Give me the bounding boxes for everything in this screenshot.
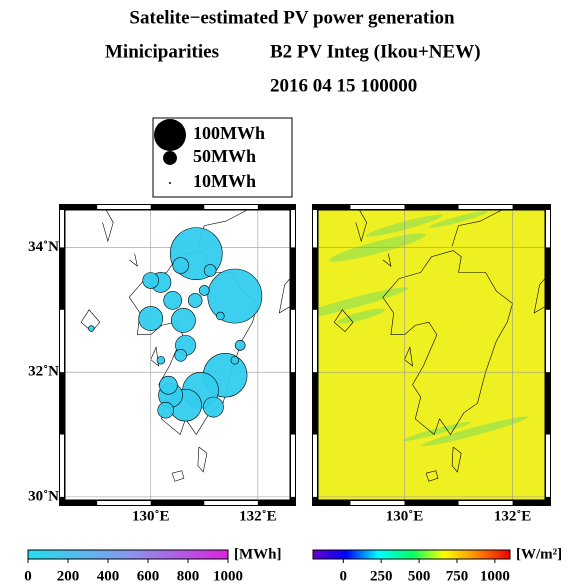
colorbar-tick-label: 0 bbox=[340, 568, 348, 584]
colorbar-tick-label: 800 bbox=[177, 568, 200, 584]
cloud-streak bbox=[337, 308, 386, 324]
frame-inner bbox=[317, 209, 546, 501]
bubble bbox=[88, 325, 95, 332]
coastline bbox=[382, 253, 392, 267]
x-tick-label: 132˚E bbox=[494, 508, 532, 524]
timestamp: 2016 04 15 100000 bbox=[270, 75, 417, 96]
bubble bbox=[156, 356, 166, 365]
coastline bbox=[333, 309, 354, 333]
y-tick-label: 34˚N bbox=[28, 239, 59, 255]
legend-bubble bbox=[154, 119, 186, 151]
bubble bbox=[172, 257, 189, 274]
bubble bbox=[216, 311, 225, 321]
colorbar-tick-label: 750 bbox=[446, 568, 469, 584]
coastline bbox=[102, 210, 114, 243]
x-tick-label: 130˚E bbox=[132, 508, 170, 524]
coastline bbox=[355, 210, 367, 243]
legend-label: 100MWh bbox=[193, 123, 265, 143]
colorbar-tick-label: 1000 bbox=[480, 568, 510, 584]
x-tick-label: 130˚E bbox=[386, 508, 424, 524]
coastline bbox=[404, 346, 413, 367]
colorbar-tick-label: 250 bbox=[370, 568, 393, 584]
coastline bbox=[451, 446, 462, 473]
legend-label: 50MWh bbox=[193, 146, 256, 166]
bubble bbox=[159, 375, 178, 395]
y-tick-label: 30˚N bbox=[28, 488, 59, 504]
bubble bbox=[187, 293, 203, 308]
coastline bbox=[150, 346, 160, 367]
coastline bbox=[382, 250, 513, 436]
frame-inner bbox=[64, 209, 291, 501]
bubble bbox=[234, 340, 246, 351]
coastline bbox=[129, 253, 138, 267]
coastline bbox=[278, 278, 290, 314]
colorbar-label: [MWh] bbox=[234, 546, 282, 562]
colorbar-label: [W/m²] bbox=[516, 546, 562, 562]
colorbar-tick-label: 400 bbox=[97, 568, 120, 584]
coastline bbox=[533, 278, 545, 314]
coastline bbox=[451, 210, 545, 247]
colorbar bbox=[27, 549, 229, 560]
colorbar-tick-label: 1000 bbox=[213, 568, 243, 584]
bubble bbox=[171, 308, 196, 333]
colorbar-tick-label: 200 bbox=[57, 568, 80, 584]
bubble bbox=[142, 272, 159, 289]
colorbar-tick-label: 0 bbox=[24, 568, 32, 584]
y-tick-label: 32˚N bbox=[28, 364, 59, 380]
map-panel bbox=[65, 210, 290, 500]
colorbar-tick-label: 500 bbox=[408, 568, 431, 584]
cloud-streak bbox=[403, 421, 471, 441]
bubble bbox=[138, 306, 164, 331]
coastline bbox=[171, 470, 185, 482]
bubble bbox=[207, 268, 263, 324]
coastline bbox=[197, 446, 208, 473]
chart-title: Satelite−estimated PV power generation bbox=[129, 7, 455, 28]
map-panel bbox=[318, 210, 545, 500]
subtitle: B2 PV Integ (Ikou+NEW) bbox=[270, 41, 481, 62]
bubble bbox=[174, 349, 187, 362]
bubble bbox=[203, 264, 217, 277]
bubble bbox=[163, 291, 182, 310]
colorbar bbox=[312, 549, 511, 560]
bubble bbox=[157, 401, 174, 419]
cloud-streak bbox=[421, 416, 528, 447]
legend-bubble bbox=[168, 181, 172, 185]
cloud-streak bbox=[318, 287, 409, 320]
bubble bbox=[198, 285, 210, 296]
bubble bbox=[230, 356, 240, 365]
legend-label: 10MWh bbox=[193, 171, 256, 191]
x-tick-label: 132˚E bbox=[239, 508, 277, 524]
coastline bbox=[425, 470, 439, 482]
legend-bubble bbox=[163, 151, 177, 165]
subtitle: Miniciparities bbox=[105, 41, 219, 62]
colorbar-tick-label: 600 bbox=[137, 568, 160, 584]
bubble bbox=[203, 396, 224, 418]
cloud-streak bbox=[429, 211, 488, 228]
